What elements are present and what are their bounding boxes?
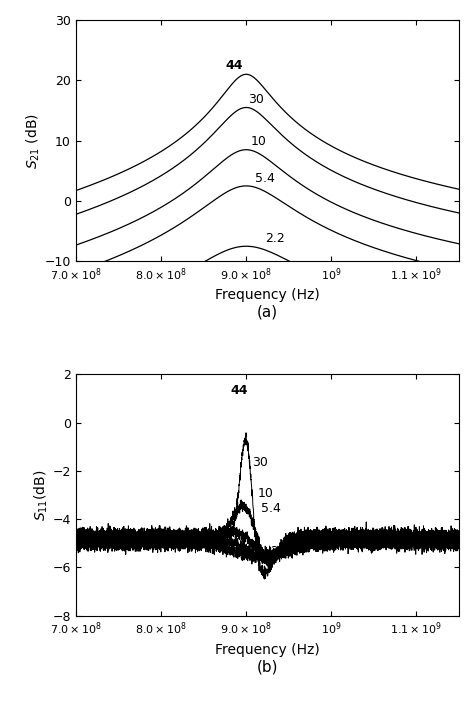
Text: 2.2: 2.2 xyxy=(265,232,285,245)
Text: (b): (b) xyxy=(257,659,278,674)
Text: 44: 44 xyxy=(231,384,248,396)
Text: 10: 10 xyxy=(257,487,273,501)
Text: 44: 44 xyxy=(226,59,243,73)
Text: (a): (a) xyxy=(257,305,278,320)
Text: 5.4: 5.4 xyxy=(262,502,282,515)
Text: 30: 30 xyxy=(248,93,264,106)
Y-axis label: $S_{11}$(dB): $S_{11}$(dB) xyxy=(32,469,50,521)
Text: 2.2: 2.2 xyxy=(270,545,290,558)
X-axis label: Frequency (Hz): Frequency (Hz) xyxy=(215,643,320,657)
Text: 10: 10 xyxy=(250,135,266,149)
Y-axis label: $S_{21}$ (dB): $S_{21}$ (dB) xyxy=(25,113,42,168)
Text: 5.4: 5.4 xyxy=(255,172,274,184)
X-axis label: Frequency (Hz): Frequency (Hz) xyxy=(215,289,320,302)
Text: 30: 30 xyxy=(252,456,268,469)
